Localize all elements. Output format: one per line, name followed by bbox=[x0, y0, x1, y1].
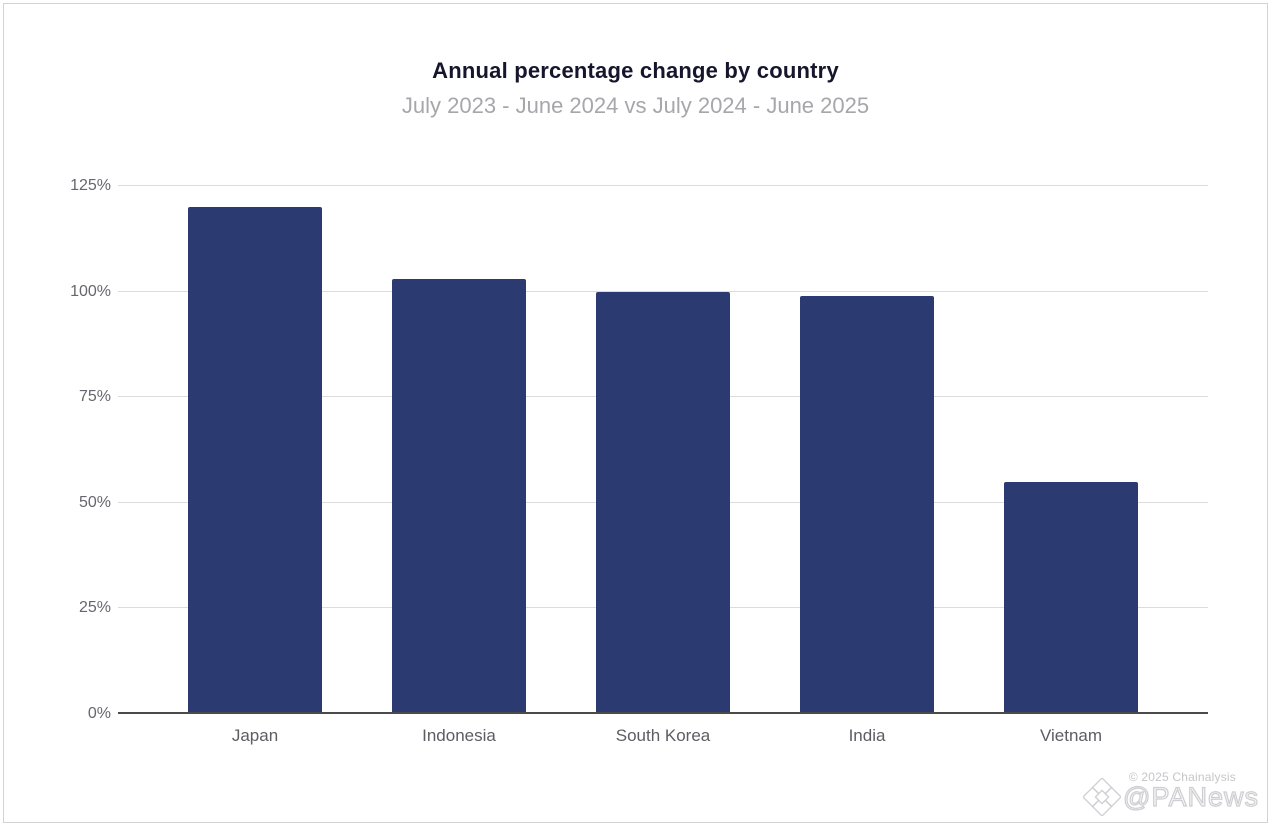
x-label-japan: Japan bbox=[231, 726, 279, 745]
panews-diamond-logo-icon bbox=[1083, 778, 1122, 816]
ytick-label-25: 25% bbox=[78, 599, 111, 617]
panews-watermark: @ PANews bbox=[1083, 778, 1259, 816]
footer: © 2025 Chainalysis @ PANews bbox=[1003, 758, 1263, 818]
bar-japan bbox=[188, 207, 322, 714]
x-label-south-korea: South Korea bbox=[615, 726, 711, 745]
ytick-label-125: 125% bbox=[70, 177, 111, 194]
ytick-label-50: 50% bbox=[78, 493, 111, 511]
bar-series bbox=[118, 186, 1208, 714]
ytick-label-75: 75% bbox=[78, 388, 111, 406]
chart-title: Annual percentage change by country bbox=[432, 58, 839, 83]
bar-south-korea bbox=[596, 291, 730, 714]
x-axis-baseline: 0% bbox=[88, 705, 1208, 722]
x-label-indonesia: Indonesia bbox=[422, 726, 496, 745]
x-label-vietnam: Vietnam bbox=[1039, 726, 1103, 745]
watermark-name: PANews bbox=[1151, 781, 1259, 812]
copyright-text: © 2025 Chainalysis bbox=[1128, 770, 1236, 784]
plot-area: 125% 100% 75% 50% 25% 0% bbox=[70, 177, 1208, 722]
ytick-label-100: 100% bbox=[70, 282, 111, 300]
watermark-at-symbol: @ bbox=[1122, 781, 1152, 812]
bar-india bbox=[800, 295, 934, 714]
gridline-125: 125% bbox=[70, 177, 1208, 194]
gridline-100: 100% bbox=[70, 283, 1208, 300]
bar-vietnam bbox=[1004, 481, 1138, 714]
ytick-label-0: 0% bbox=[87, 705, 111, 722]
x-axis-labels: Japan Indonesia South Korea India Vietnam bbox=[118, 726, 1208, 746]
chart-subtitle: July 2023 - June 2024 vs July 2024 - Jun… bbox=[401, 93, 870, 118]
x-label-india: India bbox=[848, 726, 886, 745]
bar-indonesia bbox=[392, 278, 526, 714]
